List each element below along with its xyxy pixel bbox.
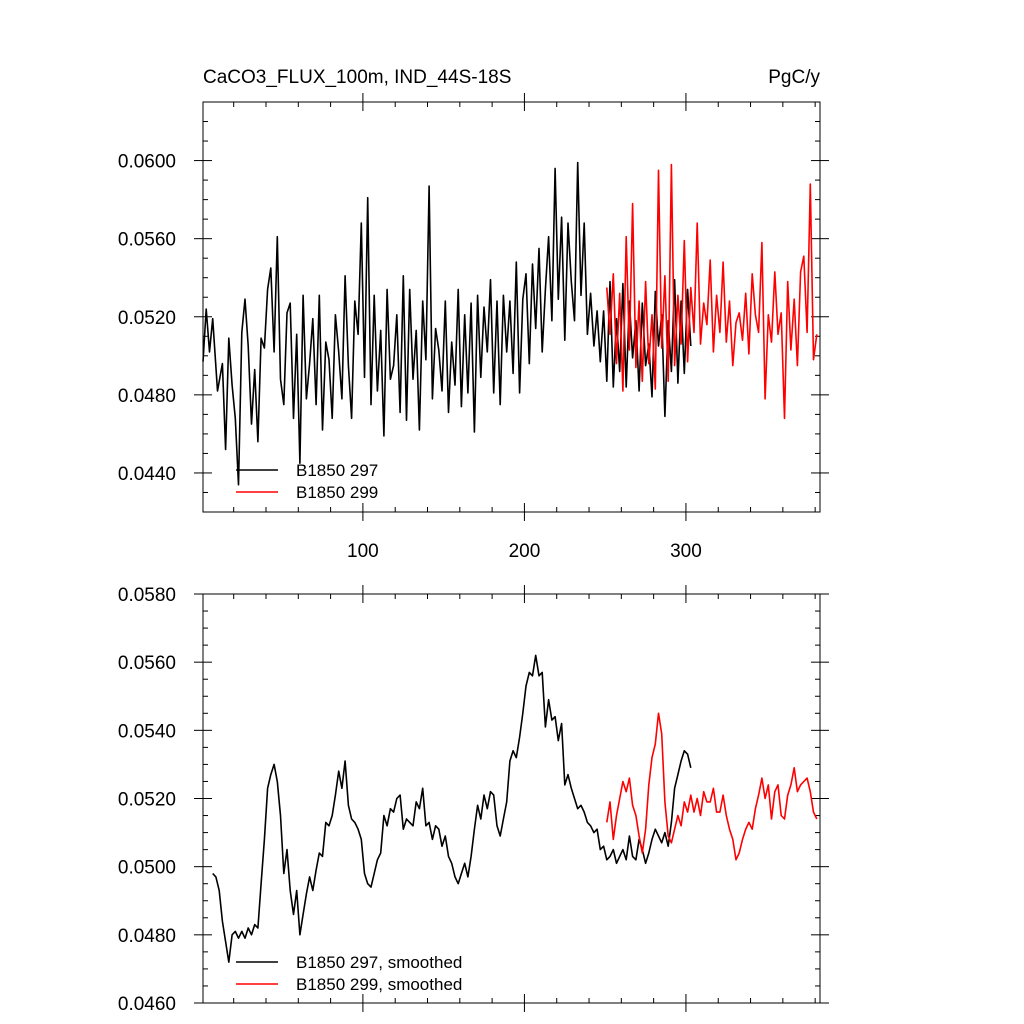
bottom-plot-area: 0.0460 0.0480 0.0500 0.0520 0.0540 0.0560 0.05… [118,585,829,1015]
y-tick-label: 0.0440 [118,464,176,485]
series-line [606,712,818,861]
series-line [212,654,692,963]
top-panel: CaCO3_FLUX_100m, IND_44S-18S PgC/y 100 20… [118,67,829,562]
legend-label: B1850 299, smoothed [296,975,462,994]
top-plot-area: 100 200 300 0.0440 0.0480 0.0520 0.0560 0.0600 B… [118,93,829,562]
y-tick-label: 0.0480 [118,386,176,407]
legend-label: B1850 297, smoothed [296,953,462,972]
plot-frame [202,101,821,513]
y-tick-label: 0.0520 [118,308,176,329]
y-tick-label: 0.0480 [118,926,176,947]
x-tick-label: 100 [347,541,379,562]
series-line [606,163,818,420]
y-tick-label: 0.0600 [118,152,176,173]
y-tick-label: 0.0460 [118,994,176,1015]
legend-label: B1850 297 [296,461,378,480]
x-tick-label: 200 [509,541,541,562]
legend-label: B1850 299 [296,483,378,502]
chart-title: CaCO3_FLUX_100m, IND_44S-18S [203,67,511,88]
y-tick-label: 0.0560 [118,653,176,674]
series-line [202,161,692,486]
y-tick-label: 0.0520 [118,790,176,811]
units-label: PgC/y [768,67,820,88]
x-tick-label: 300 [670,541,702,562]
y-tick-label: 0.0580 [118,585,176,606]
y-tick-label: 0.0540 [118,721,176,742]
bottom-panel: 0.0460 0.0480 0.0500 0.0520 0.0540 0.0560 0.05… [118,585,829,1015]
plot-frame [202,593,821,1004]
y-tick-label: 0.0560 [118,230,176,251]
y-tick-label: 0.0500 [118,858,176,879]
